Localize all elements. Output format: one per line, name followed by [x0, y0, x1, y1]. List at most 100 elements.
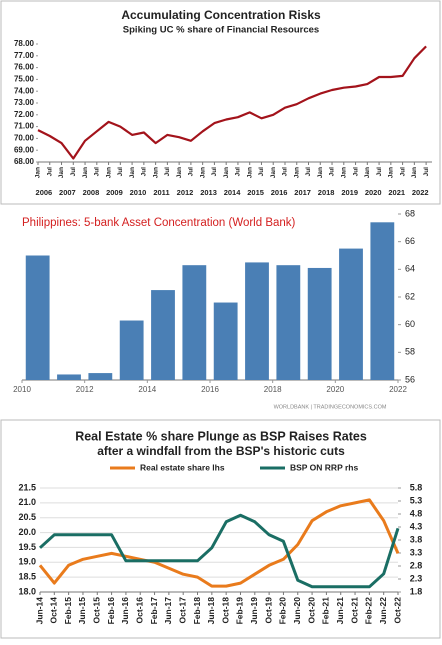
- x-tick-label: Jul: [376, 167, 383, 177]
- x-tick-label: 2012: [76, 385, 94, 394]
- x-tick-label: Jun-17: [163, 597, 173, 625]
- year-label: 2006: [36, 188, 53, 197]
- x-tick-label: Feb-19: [235, 597, 245, 625]
- x-tick-label: Jul: [211, 167, 218, 177]
- x-tick-label: Jan: [58, 167, 65, 178]
- x-tick-label: Jan: [411, 167, 418, 178]
- x-tick-label: Jul: [188, 167, 195, 177]
- bar: [339, 248, 363, 380]
- x-tick-label: Jun-19: [249, 597, 259, 625]
- y-tick-label: 19.5: [18, 542, 36, 552]
- x-tick-label: Oct-22: [392, 597, 402, 624]
- y2-tick-label: 1.8: [410, 586, 423, 596]
- y-tick-label: 19.0: [18, 557, 36, 567]
- bar: [151, 290, 175, 380]
- x-tick-label: Jul: [352, 167, 359, 177]
- chart-title: Real Estate % share Plunge as BSP Raises…: [75, 429, 367, 443]
- x-tick-label: Jan: [364, 167, 371, 178]
- x-tick-label: Jan: [129, 167, 136, 178]
- source: WORLDBANK | TRADINGECONOMICS.COM: [274, 404, 387, 410]
- bar: [57, 374, 81, 380]
- x-tick-label: Jul: [423, 167, 430, 177]
- x-tick-label: Jan: [199, 167, 206, 178]
- x-tick-label: Feb-15: [63, 597, 73, 625]
- year-label: 2011: [153, 188, 169, 197]
- bar: [25, 255, 50, 380]
- y-tick-label: 72.00: [14, 110, 35, 119]
- bar: [213, 302, 238, 380]
- bar: [88, 373, 113, 380]
- y-tick-label: 73.00: [14, 98, 35, 107]
- x-tick-label: Jul: [235, 167, 242, 177]
- y-tick-label: 68: [405, 208, 415, 218]
- y2-tick-label: 5.3: [410, 495, 423, 505]
- bar: [307, 267, 332, 380]
- chart-title: Philippines: 5-bank Asset Concentration …: [22, 217, 296, 229]
- bar: [245, 262, 269, 380]
- legend-label: BSP ON RRP rhs: [290, 462, 358, 472]
- x-tick-label: Jan: [35, 167, 42, 178]
- x-tick-label: Jan: [388, 167, 395, 178]
- x-tick-label: Feb-17: [149, 597, 159, 625]
- y2-tick-label: 4.8: [410, 508, 423, 518]
- y-tick-label: 66: [405, 236, 415, 246]
- year-label: 2016: [271, 188, 288, 197]
- year-label: 2007: [59, 188, 76, 197]
- x-tick-label: 2022: [389, 385, 407, 394]
- year-label: 2022: [412, 188, 429, 197]
- year-label: 2021: [388, 188, 405, 197]
- x-tick-label: Oct-19: [263, 597, 273, 624]
- x-tick-label: Jun-15: [77, 597, 87, 625]
- year-label: 2014: [224, 188, 242, 197]
- x-tick-label: 2020: [326, 385, 344, 394]
- y-tick-label: 70.00: [14, 134, 35, 143]
- x-tick-label: Jul: [164, 167, 171, 177]
- y-tick-label: 77.00: [14, 51, 35, 60]
- x-tick-label: Feb-22: [364, 597, 374, 625]
- x-tick-label: Jul: [117, 167, 124, 177]
- x-tick-label: Jan: [341, 167, 348, 178]
- y-tick-label: 71.00: [14, 122, 35, 131]
- year-label: 2017: [294, 188, 311, 197]
- x-tick-label: Oct-15: [92, 597, 102, 624]
- bar: [182, 265, 207, 380]
- y2-tick-label: 3.8: [410, 534, 423, 544]
- y-tick-label: 56: [405, 374, 415, 384]
- x-tick-label: Jan: [105, 167, 112, 178]
- year-label: 2018: [318, 188, 335, 197]
- y-tick-label: 76.00: [14, 63, 35, 72]
- x-tick-label: Feb-18: [192, 597, 202, 625]
- y2-tick-label: 2.8: [410, 560, 423, 570]
- y-tick-label: 58: [405, 347, 415, 357]
- year-label: 2010: [130, 188, 147, 197]
- year-label: 2012: [177, 188, 194, 197]
- y-tick-label: 21.0: [18, 497, 36, 507]
- x-tick-label: Jun-14: [34, 597, 44, 625]
- x-tick-label: Jun-20: [292, 597, 302, 625]
- year-label: 2013: [200, 188, 217, 197]
- x-tick-label: Jul: [258, 167, 265, 177]
- x-tick-label: Jul: [329, 167, 336, 177]
- year-label: 2020: [365, 188, 382, 197]
- y-tick-label: 18.5: [18, 572, 36, 582]
- y-tick-label: 69.00: [14, 145, 35, 154]
- year-label: 2008: [83, 188, 100, 197]
- x-tick-label: Jun-16: [120, 597, 130, 625]
- y2-tick-label: 4.3: [410, 521, 423, 531]
- line: [38, 498, 400, 588]
- y-tick-label: 62: [405, 291, 415, 301]
- y2-tick-label: 5.8: [410, 482, 423, 492]
- x-tick-label: Oct-20: [306, 597, 316, 624]
- x-tick-label: Oct-18: [220, 597, 230, 624]
- chart-title: Accumulating Concentration Risks: [121, 8, 321, 22]
- chart-subtitle: after a windfall from the BSP's historic…: [97, 444, 345, 458]
- x-tick-label: Jan: [317, 167, 324, 178]
- x-tick-label: Jul: [94, 167, 101, 177]
- y-tick-label: 78.00: [14, 39, 35, 48]
- x-tick-label: 2014: [138, 385, 156, 394]
- y-tick-label: 18.0: [18, 586, 36, 596]
- x-tick-label: Oct-14: [49, 597, 59, 624]
- year-label: 2019: [341, 188, 358, 197]
- x-tick-label: Jul: [282, 167, 289, 177]
- x-tick-label: Oct-17: [177, 597, 187, 624]
